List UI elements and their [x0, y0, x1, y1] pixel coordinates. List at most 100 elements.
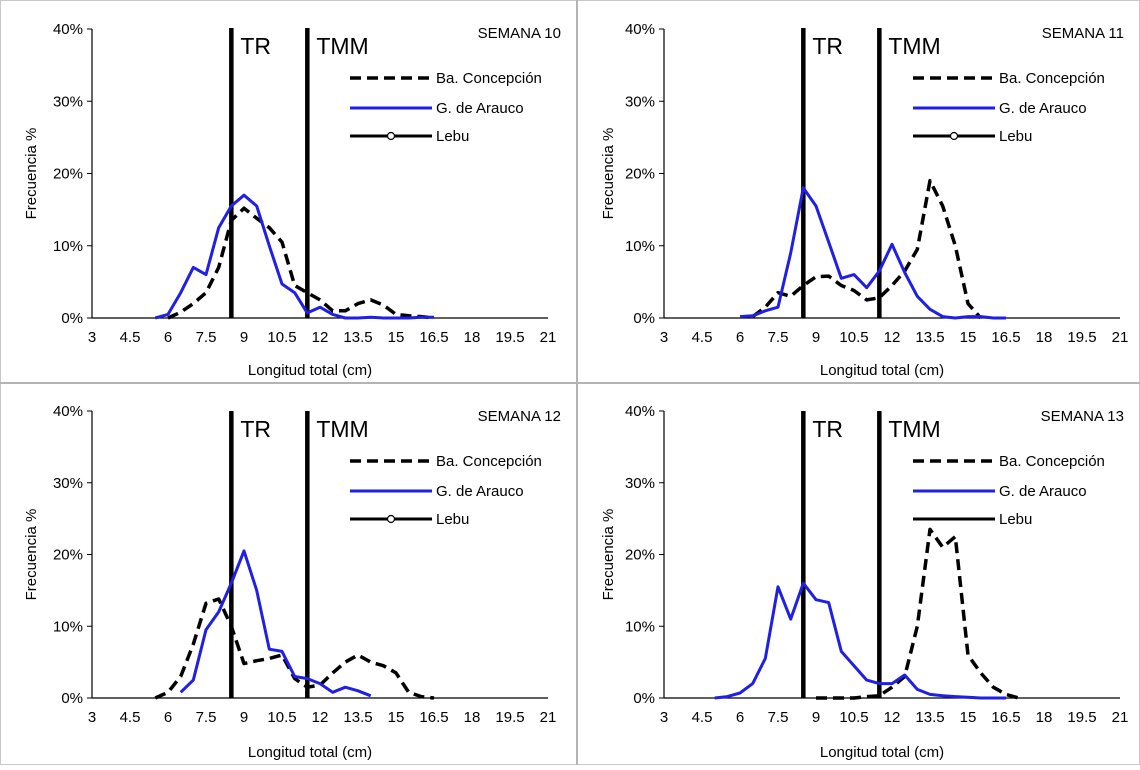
y-tick-label: 20%	[53, 547, 83, 564]
y-tick-label: 30%	[625, 93, 655, 110]
panel-title: SEMANA 13	[1041, 408, 1124, 425]
x-tick-label: 3	[88, 329, 96, 346]
x-tick-label: 4.5	[692, 329, 713, 346]
legend-marker	[949, 131, 959, 141]
y-tick-label: 40%	[625, 21, 655, 38]
chart-panel-3: 0% 10% 20% 30% 40% 3 4.5 6 7.5 9 10.5 12 13.5 15 16.5 1…	[23, 403, 561, 761]
x-tick-label: 15	[388, 709, 405, 726]
legend-label: G. de Arauco	[436, 483, 524, 500]
series-line-ba-concepcion	[154, 597, 435, 700]
x-tick-label: 4.5	[120, 709, 141, 726]
reference-label-tr: TR	[812, 416, 843, 442]
x-tick-label: 15	[960, 709, 977, 726]
legend-label: Ba. Concepción	[999, 70, 1105, 87]
legend-marker	[386, 514, 396, 524]
reference-label-tr: TR	[240, 33, 271, 59]
x-axis-title: Longitud total (cm)	[248, 362, 372, 379]
y-tick-label: 0%	[633, 310, 655, 327]
y-tick-label: 0%	[61, 310, 83, 327]
y-tick-label: 30%	[53, 475, 83, 492]
y-axis-title: Frecuencia %	[23, 509, 40, 601]
x-tick-label: 6	[736, 329, 744, 346]
x-tick-label: 10.5	[839, 709, 868, 726]
x-tick-label: 19.5	[495, 709, 524, 726]
x-tick-label: 4.5	[692, 709, 713, 726]
panel-title: SEMANA 11	[1042, 25, 1124, 42]
chart-panel-2: 0% 10% 20% 30% 40% 3 4.5 6 7.5 9 10.5 12 13.5 15 16.5 1…	[600, 21, 1128, 379]
x-tick-label: 7.5	[196, 709, 217, 726]
x-tick-label: 18	[1036, 709, 1053, 726]
reference-label-tmm: TMM	[316, 33, 368, 59]
y-tick-label: 30%	[625, 475, 655, 492]
x-tick-label: 12	[884, 709, 901, 726]
legend-label: Ba. Concepción	[436, 70, 542, 87]
x-tick-label: 13.5	[915, 709, 944, 726]
x-tick-label: 15	[960, 329, 977, 346]
x-tick-label: 10.5	[267, 709, 296, 726]
legend-label: Lebu	[999, 128, 1032, 145]
series-line-ba-concepcion	[751, 178, 983, 320]
series-line-ba-concepcion	[816, 527, 1020, 700]
panel-title: SEMANA 10	[478, 25, 561, 42]
x-tick-label: 7.5	[196, 329, 217, 346]
chart-panel-4: 0% 10% 20% 30% 40% 3 4.5 6 7.5 9 10.5 12 13.5 15 16.5 1…	[600, 403, 1128, 761]
legend-label: Lebu	[436, 511, 469, 528]
x-tick-label: 12	[884, 329, 901, 346]
legend-marker	[386, 131, 396, 141]
x-tick-label: 12	[312, 329, 329, 346]
legend-label: Ba. Concepción	[999, 453, 1105, 470]
y-tick-label: 40%	[625, 403, 655, 420]
x-tick-label: 15	[388, 329, 405, 346]
x-tick-label: 9	[812, 709, 820, 726]
legend-label: G. de Arauco	[999, 100, 1087, 117]
y-tick-label: 20%	[625, 547, 655, 564]
y-axis-title: Frecuencia %	[600, 128, 617, 220]
y-tick-label: 30%	[53, 93, 83, 110]
x-tick-label: 19.5	[1067, 709, 1096, 726]
x-tick-label: 7.5	[768, 709, 789, 726]
x-tick-label: 16.5	[419, 709, 448, 726]
x-tick-label: 18	[464, 709, 481, 726]
reference-label-tr: TR	[812, 33, 843, 59]
x-tick-label: 9	[812, 329, 820, 346]
y-tick-label: 40%	[53, 403, 83, 420]
series-line-ba-concepcion	[167, 206, 435, 320]
x-tick-label: 21	[540, 709, 557, 726]
series-line-g-de-arauco	[714, 581, 1006, 700]
chart-panel-1: 0% 10% 20% 30% 40% 3 4.5 6 7.5 9 10.5 12 13.5 15 16.5 1…	[23, 21, 561, 379]
y-tick-label: 20%	[53, 166, 83, 183]
legend-label: Lebu	[436, 128, 469, 145]
x-axis-title: Longitud total (cm)	[820, 362, 944, 379]
y-tick-label: 10%	[53, 618, 83, 635]
y-axis-title: Frecuencia %	[23, 128, 40, 220]
legend-label: G. de Arauco	[999, 483, 1087, 500]
x-tick-label: 3	[660, 329, 668, 346]
legend-label: Ba. Concepción	[436, 453, 542, 470]
y-tick-label: 40%	[53, 21, 83, 38]
panel-title: SEMANA 12	[478, 408, 561, 425]
series-line-g-de-arauco	[154, 193, 434, 320]
x-tick-label: 6	[164, 329, 172, 346]
x-tick-label: 18	[464, 329, 481, 346]
x-tick-label: 9	[240, 709, 248, 726]
x-axis-title: Longitud total (cm)	[248, 744, 372, 761]
y-axis-title: Frecuencia %	[600, 509, 617, 601]
series-line-g-de-arauco	[179, 549, 372, 698]
reference-label-tmm: TMM	[888, 33, 940, 59]
x-tick-label: 19.5	[495, 329, 524, 346]
y-tick-label: 10%	[625, 238, 655, 255]
y-tick-label: 10%	[53, 238, 83, 255]
reference-label-tmm: TMM	[888, 416, 940, 442]
x-tick-label: 13.5	[343, 329, 372, 346]
legend-label: G. de Arauco	[436, 100, 524, 117]
x-tick-label: 16.5	[991, 329, 1020, 346]
x-tick-label: 16.5	[419, 329, 448, 346]
x-tick-label: 21	[1112, 329, 1129, 346]
x-tick-label: 21	[1112, 709, 1129, 726]
y-tick-label: 20%	[625, 166, 655, 183]
x-tick-label: 6	[736, 709, 744, 726]
x-tick-label: 16.5	[991, 709, 1020, 726]
y-tick-label: 0%	[633, 690, 655, 707]
x-tick-label: 13.5	[343, 709, 372, 726]
